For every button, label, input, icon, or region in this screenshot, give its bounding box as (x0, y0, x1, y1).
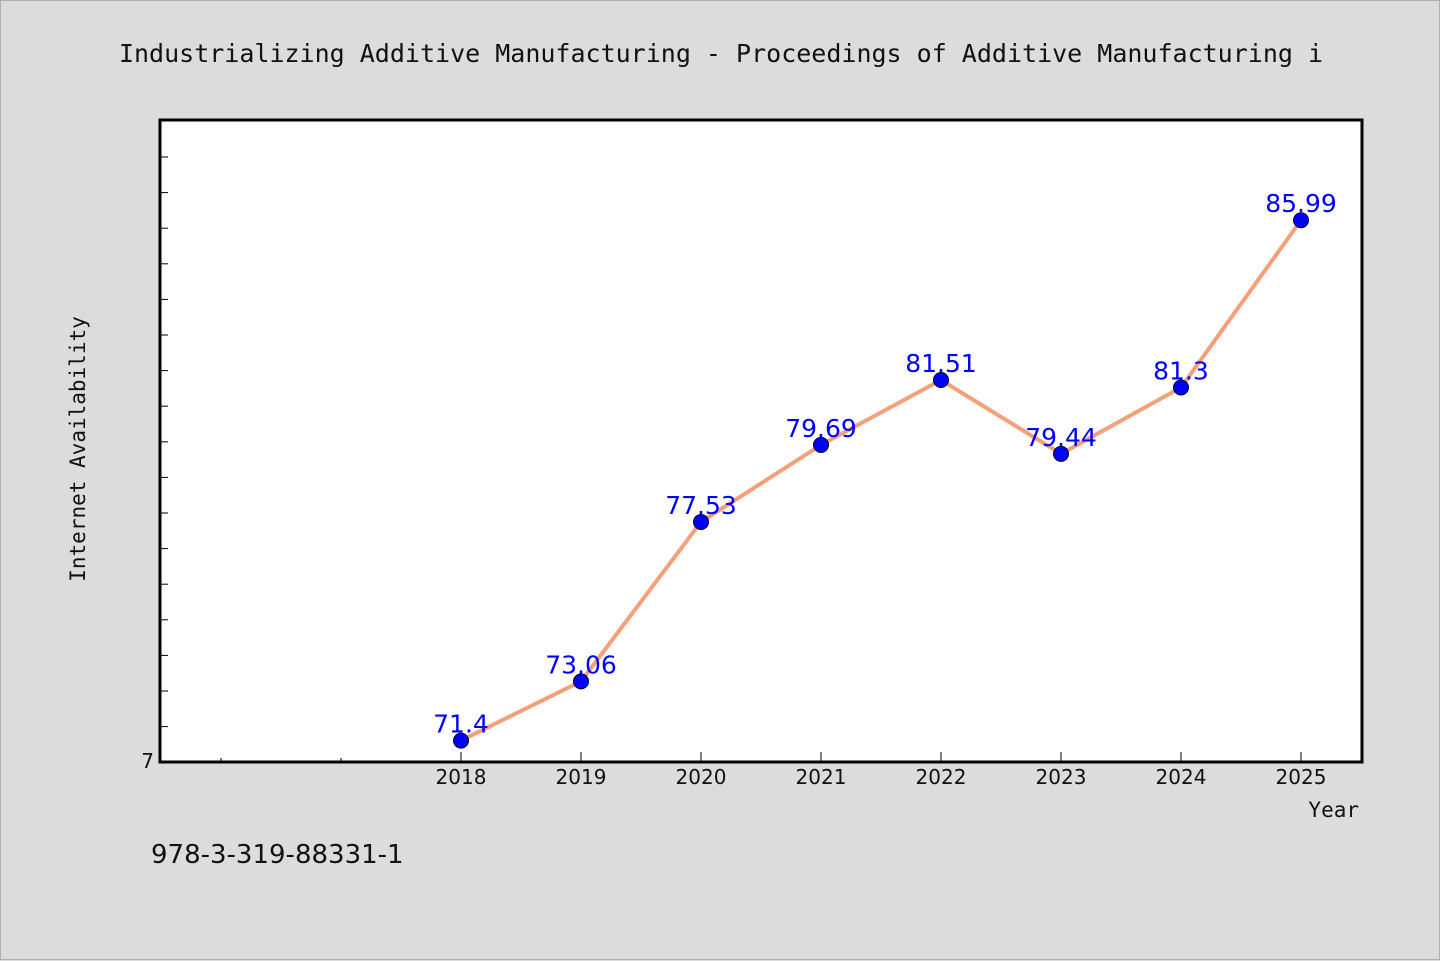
x-axis-ticks (220, 752, 1302, 762)
data-label: 81.3 (1153, 357, 1209, 386)
x-tick-label: 2023 (1036, 765, 1087, 789)
x-axis-label: Year (1308, 798, 1359, 822)
data-label: 81.51 (905, 349, 977, 378)
chart-title: Industrializing Additive Manufacturing -… (119, 39, 1323, 68)
x-tick-label: 2019 (556, 765, 607, 789)
data-point (1293, 212, 1309, 229)
data-label: 71.4 (433, 710, 489, 739)
y-tick-label: 7 (141, 749, 154, 773)
data-markers (453, 212, 1309, 749)
data-point (453, 732, 469, 749)
data-point (813, 436, 829, 453)
x-tick-label: 2024 (1156, 765, 1207, 789)
x-tick-label: 2021 (796, 765, 847, 789)
x-tick-label: 2022 (916, 765, 967, 789)
series-line (460, 219, 1303, 743)
data-label: 77.53 (665, 491, 737, 520)
data-label: 79.44 (1025, 423, 1097, 452)
x-tick-label: 2018 (436, 765, 487, 789)
x-tick-labels: 2018 2019 2020 2021 2022 2023 2024 2025 (436, 765, 1327, 789)
y-axis-ticks (160, 156, 168, 763)
data-label: 85.99 (1265, 189, 1337, 218)
data-label: 79.69 (785, 414, 857, 443)
data-label: 73.06 (545, 650, 617, 679)
x-tick-label: 2025 (1276, 765, 1327, 789)
y-axis-label: Internet Availability (66, 316, 90, 582)
data-point (1053, 445, 1069, 462)
data-point (933, 372, 949, 389)
data-point (693, 513, 709, 530)
data-labels: 71.4 73.06 77.53 79.69 81.51 79.44 81.3 85.99 (433, 189, 1337, 738)
plot-area (158, 118, 1364, 764)
x-tick-label: 2020 (676, 765, 727, 789)
data-point (1173, 379, 1189, 396)
data-point (573, 673, 589, 690)
isbn-footer: 978-3-319-88331-1 (151, 840, 404, 870)
